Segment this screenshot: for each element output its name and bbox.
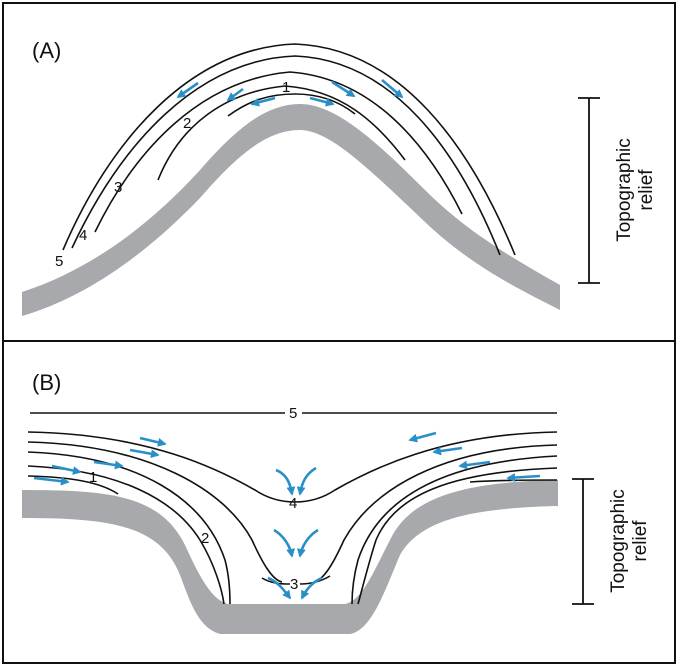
contour-a-1 [227,93,356,117]
flow-arrows-a [176,79,404,107]
panel-b: (B) 5 4 3 2 1 [22,370,651,634]
contour-b-4 [27,431,558,503]
relief-label-b-line2: relief [630,520,651,562]
panel-a-label: (A) [32,38,61,63]
contour-a-4 [71,55,501,256]
relief-label-a-line2: relief [636,169,657,211]
contour-a-2 [157,85,406,181]
contour-b-2 [27,465,558,605]
contour-b-4-label: 4 [289,495,297,512]
panel-a: (A) 1 2 3 4 5 Topographic rel [22,38,657,316]
contour-a-4-label: 4 [79,227,87,244]
contour-b-3-label: 3 [290,576,298,593]
relief-label-b-line1: Topographic [608,489,629,593]
contour-b-1-label: 1 [89,469,97,486]
contour-a-1-label: 1 [282,79,290,96]
relief-label-a-line1: Topographic [614,138,635,242]
contour-a-5 [62,43,516,256]
relief-scale-b [572,478,594,605]
flow-arrows-b [33,431,541,600]
valley-ground [22,480,558,634]
contour-b-5-label: 5 [289,405,297,422]
contour-b-2-label: 2 [201,530,209,547]
contour-a-3-label: 3 [114,179,122,196]
contour-a-5-label: 5 [55,253,63,270]
contour-a-3 [94,71,463,233]
contour-a-2-label: 2 [183,115,191,132]
relief-scale-a [578,97,600,284]
panel-b-label: (B) [32,370,61,395]
contour-b-upper-a [27,441,558,583]
contour-b-upper-b [27,451,558,605]
